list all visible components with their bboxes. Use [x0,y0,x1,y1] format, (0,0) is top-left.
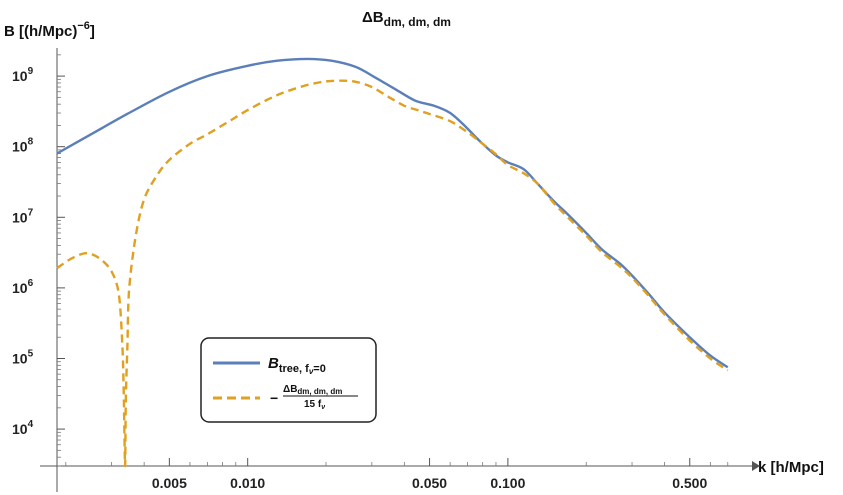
y-tick-label: 108 [12,137,34,155]
x-ticks: 0.005 0.010 0.050 0.100 0.500 [65,458,729,491]
x-tick-label: 0.100 [490,475,525,491]
x-tick-label: 0.005 [152,475,187,491]
y-tick-label: 105 [12,348,34,366]
y-tick-label: 104 [12,419,34,437]
chart-title: ΔBdm, dm, dm [362,9,451,29]
x-axis-arrow [752,461,760,471]
y-tick-label: 109 [12,66,34,84]
x-tick-label: 0.050 [412,475,447,491]
legend-label-btree: Btree, fν=0 [268,355,326,376]
x-tick-label: 0.010 [230,475,265,491]
y-axis-label: B [(h/Mpc)−6] [4,20,95,40]
y-ticks: 104 105 106 107 108 109 [12,54,65,467]
x-axis-label: k [h/Mpc] [758,459,824,476]
legend-label-deltab-sign: − [270,390,278,406]
y-tick-label: 106 [12,278,34,296]
y-tick-label: 107 [12,207,34,225]
series-line-deltab [56,79,729,468]
legend-box [200,337,377,423]
series-layer [56,57,729,468]
x-tick-label: 0.500 [672,475,707,491]
legend-label-deltab-numerator: ΔBdm, dm, dm [283,384,342,396]
legend: Btree, fν=0 − ΔBdm, dm, dm 15 fν [200,337,377,423]
legend-label-deltab-denominator: 15 fν [304,399,325,411]
series-line-btree [56,57,729,369]
